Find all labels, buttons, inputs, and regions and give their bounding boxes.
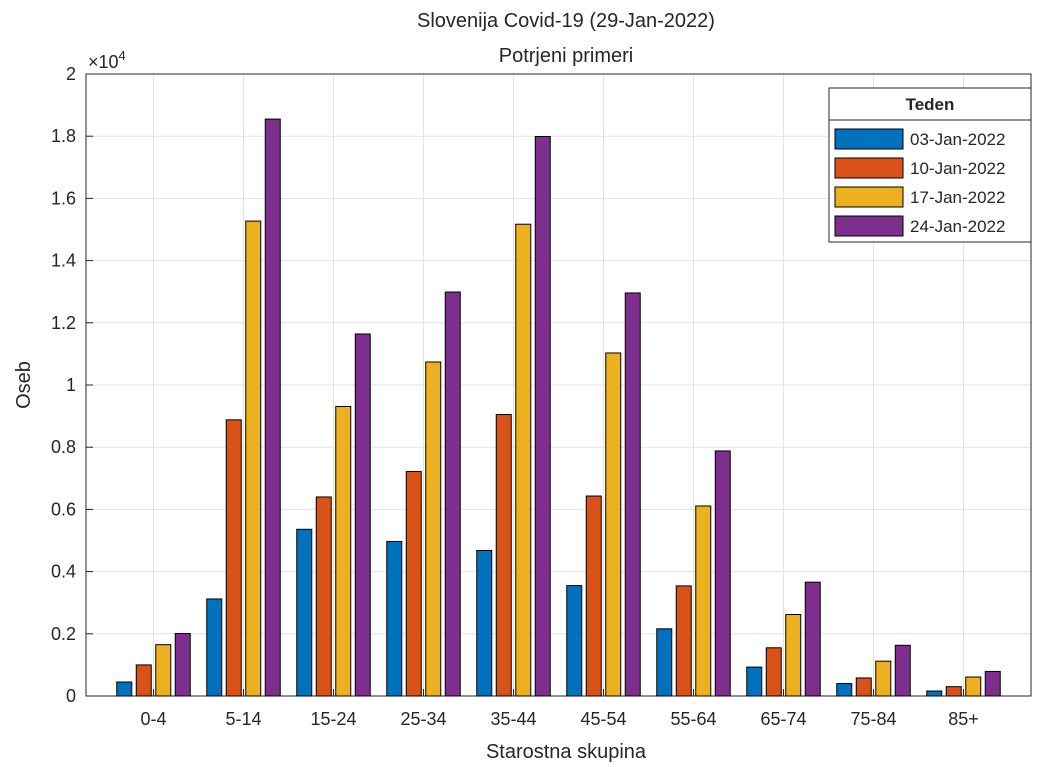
y-tick-label: 0.6 [51,499,76,519]
bar [965,676,982,697]
y-exponent-power: 4 [119,48,126,63]
legend-swatch [834,186,904,208]
x-tick-label: 75-84 [850,709,896,729]
legend-entry-label: 24-Jan-2022 [910,217,1005,236]
x-tick-label: 85+ [948,709,979,729]
bar [695,505,712,697]
bar [534,136,551,697]
y-exponent-base: ×10 [88,52,119,72]
bar [116,681,133,697]
bar [135,664,152,697]
bars [116,118,1001,697]
x-tick-label: 15-24 [310,709,356,729]
bar [926,690,943,697]
bar [425,361,442,697]
bar [476,549,493,697]
x-tick-label: 45-54 [580,709,626,729]
legend-entry-label: 10-Jan-2022 [910,159,1005,178]
x-tick-label: 55-64 [670,709,716,729]
bar [444,291,461,697]
bar [984,670,1001,697]
legend-swatch [834,157,904,179]
legend-swatch [834,215,904,237]
bar [624,292,641,697]
legend-title: Teden [906,95,955,114]
y-tick-label: 0.2 [51,624,76,644]
x-tick-label: 65-74 [760,709,806,729]
y-tick-label: 1 [66,375,76,395]
bar [155,644,172,697]
bar [335,405,352,697]
bar [296,528,313,697]
legend-items: 03-Jan-2022 10-Jan-2022 17-Jan-2022 24-Jan-… [834,128,1005,237]
bar [785,614,802,697]
x-tick-label: 0-4 [140,709,166,729]
bar [206,598,223,697]
bar [945,686,962,697]
bar [386,540,403,697]
x-tick-label: 25-34 [400,709,446,729]
bar [354,333,371,697]
bar [746,666,763,697]
legend-entry-label: 17-Jan-2022 [910,188,1005,207]
bar [315,496,332,697]
y-tick-label: 1.4 [51,251,76,271]
bar [875,660,892,697]
y-tick-label: 0 [66,686,76,706]
bar [405,470,422,697]
x-axis-label: Starostna skupina [486,741,647,763]
bar [225,419,242,697]
bar [585,495,602,697]
bar [765,647,782,697]
bar [855,677,872,697]
bar [804,581,821,697]
legend-entry-label: 03-Jan-2022 [910,130,1005,149]
bar [894,644,911,697]
bar [836,683,853,697]
bar [515,223,532,697]
y-tick-label: 1.2 [51,313,76,333]
bar [605,352,622,697]
bar [675,585,692,697]
y-tick-label: 0.8 [51,437,76,457]
y-axis-label: Oseb [13,361,35,409]
bar [264,118,281,697]
chart-title: Slovenija Covid-19 (29-Jan-2022) [417,10,715,32]
x-tick-label: 5-14 [225,709,261,729]
bar [714,450,731,697]
x-axis-ticks: 0-4 5-14 15-24 25-34 35-44 45-54 55-64 65-74 75-… [140,689,979,729]
y-axis-ticks: 0 0.2 0.4 0.6 0.8 1 1.2 1.4 1.6 1.8 2 [51,64,93,706]
bar [656,628,673,697]
x-tick-label: 35-44 [490,709,536,729]
bar [245,220,262,697]
y-tick-label: 1.6 [51,188,76,208]
y-tick-label: 1.8 [51,126,76,146]
y-tick-label: 2 [66,64,76,84]
legend-swatch [834,128,904,150]
bar [566,585,583,697]
legend: Teden 03-Jan-2022 10-Jan-2022 17-Jan-2022 2… [828,87,1032,243]
bar [174,632,191,697]
y-tick-label: 0.4 [51,562,76,582]
chart-subtitle: Potrjeni primeri [499,45,633,67]
y-exponent-label: ×104 [88,48,126,72]
bar [495,414,512,697]
